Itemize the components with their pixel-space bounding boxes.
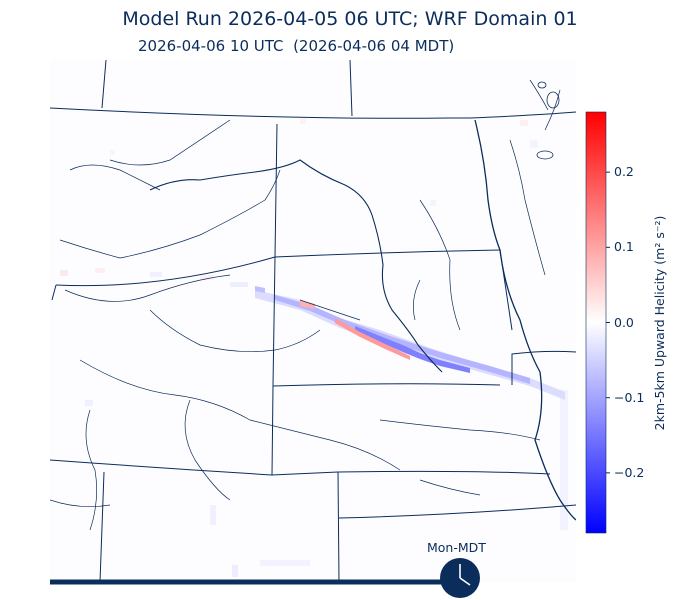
map-subtitle: 2026-04-06 10 UTC (2026-04-06 04 MDT) — [138, 37, 455, 55]
colorbar — [585, 111, 610, 534]
helicity-field-background — [60, 118, 568, 577]
colorbar-tick-label: 0.0 — [614, 314, 634, 330]
map-title: Model Run 2026-04-05 06 UTC; WRF Domain … — [122, 8, 578, 30]
timezone-label: Mon-MDT — [427, 540, 486, 555]
rivers — [50, 79, 576, 531]
colorbar-ticks — [606, 171, 610, 474]
colorbar-label: 2km-5km Upward Helicity (m² s⁻²) — [652, 215, 667, 431]
lakes — [536, 81, 560, 160]
helicity-band — [255, 286, 565, 400]
colorbar-tick-label: 0.2 — [614, 164, 634, 180]
colorbar-tick-label: 0.1 — [614, 239, 634, 255]
colorbar-tick-label: −0.2 — [614, 464, 645, 480]
colorbar-tick-label: −0.1 — [614, 389, 645, 405]
timeline[interactable] — [50, 558, 480, 598]
map-plot-area — [50, 60, 576, 582]
state-boundaries — [50, 60, 576, 582]
clock-icon[interactable] — [440, 558, 480, 598]
